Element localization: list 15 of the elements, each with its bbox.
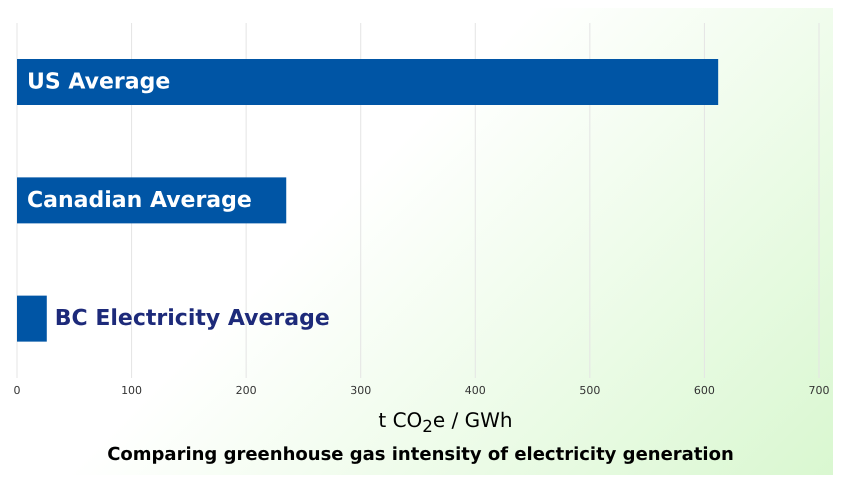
x-tick-label: 600 xyxy=(694,384,715,397)
x-tick-label: 200 xyxy=(236,384,257,397)
x-tick-label: 400 xyxy=(464,384,486,397)
x-tick-label: 0 xyxy=(14,384,20,397)
x-tick-label: 500 xyxy=(579,384,600,397)
x-axis-title: t CO$_{2}$e / GWh xyxy=(377,408,514,436)
text: Comparing greenhouse gas intensity of electricity generation xyxy=(106,444,735,467)
x-tick-label: 300 xyxy=(350,384,372,397)
y-tick-label: Canadian Average xyxy=(27,188,252,213)
y-tick-label: BC Electricity Average xyxy=(54,306,330,332)
x-tick-label: 700 xyxy=(808,384,830,397)
y-tick-label: US Average xyxy=(27,70,170,94)
bar xyxy=(17,59,718,105)
x-tick-label: 100 xyxy=(121,384,142,397)
bar xyxy=(17,296,47,342)
